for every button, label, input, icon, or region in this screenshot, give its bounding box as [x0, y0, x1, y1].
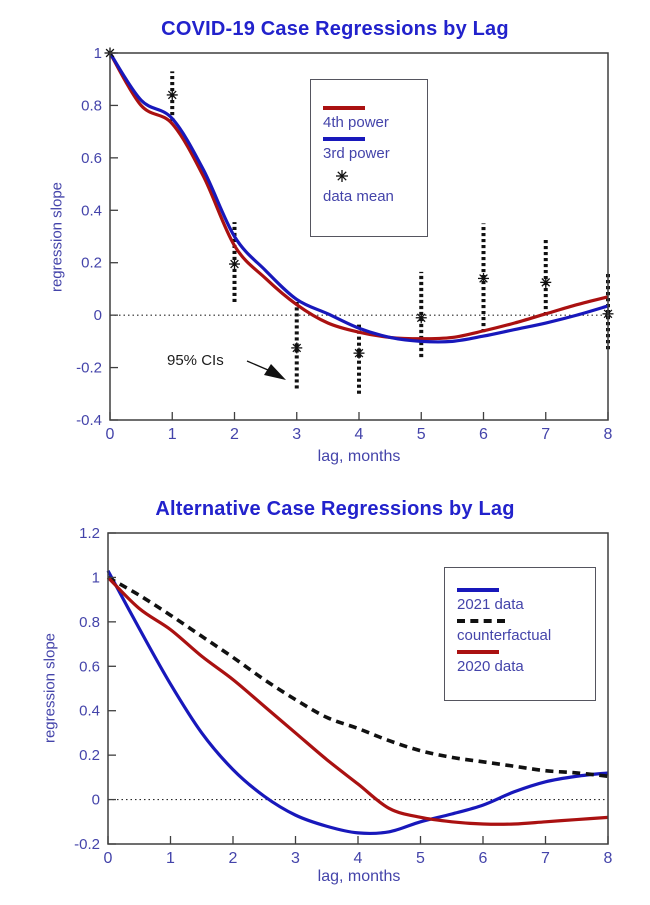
legend-entry-2021-data: 2021 data	[445, 587, 595, 619]
legend-entry-3rd-power: 3rd power	[311, 136, 427, 168]
chart1-legend: 4th power 3rd power data mean	[310, 79, 428, 237]
legend-label: counterfactual	[457, 626, 552, 644]
chart1-x-axis-label: lag, months	[317, 448, 401, 465]
series-line	[108, 52, 609, 341]
data-mean-asterisk	[229, 258, 240, 270]
x-tick-label: 2	[230, 426, 239, 443]
x-tick-label: 8	[604, 850, 613, 867]
y-tick-label: 0.2	[79, 747, 100, 764]
black-dashed-line-swatch	[457, 618, 505, 623]
alternative-regressions-chart: Alternative Case Regressions by Lag regr…	[0, 480, 650, 905]
data-mean-asterisk	[415, 312, 427, 324]
x-tick-label: 3	[291, 850, 300, 867]
x-tick-label: 7	[541, 850, 550, 867]
y-tick-label: -0.2	[76, 360, 102, 377]
legend-label: 2020 data	[457, 657, 524, 675]
x-tick-label: 7	[541, 426, 550, 443]
legend-label: 4th power	[323, 113, 389, 131]
x-tick-label: 1	[166, 850, 175, 867]
data-mean-asterisk	[353, 347, 365, 359]
series-line	[107, 575, 609, 779]
series-line	[106, 570, 609, 836]
x-tick-label: 4	[355, 426, 364, 443]
y-tick-label: -0.4	[76, 412, 102, 429]
blue-line-swatch	[323, 136, 365, 141]
y-tick-label: 0.6	[79, 658, 100, 675]
legend-entry-data-mean: data mean	[311, 168, 427, 211]
x-tick-label: 2	[229, 850, 238, 867]
legend-label: 2021 data	[457, 595, 524, 613]
legend-entry-counterfactual: counterfactual	[445, 618, 595, 650]
y-tick-label: 0.6	[81, 150, 102, 167]
blue-line-swatch	[457, 587, 499, 592]
y-tick-label: 0.4	[81, 202, 102, 219]
y-tick-label: 1.2	[79, 525, 100, 542]
legend-label: data mean	[323, 187, 394, 205]
x-tick-label: 6	[479, 850, 488, 867]
y-tick-label: 0.8	[79, 614, 100, 631]
data-mean-asterisk	[540, 276, 552, 288]
x-tick-label: 6	[479, 426, 488, 443]
y-tick-label: 1	[94, 45, 102, 62]
x-tick-label: 1	[168, 426, 177, 443]
chart2-x-axis-label: lag, months	[317, 868, 401, 885]
red-line-swatch	[457, 649, 499, 654]
x-tick-label: 0	[104, 850, 113, 867]
series-line	[108, 52, 609, 344]
red-line-swatch	[323, 105, 365, 110]
asterisk-marker-icon	[336, 169, 348, 182]
y-tick-label: 0	[92, 792, 100, 809]
chart2-legend: 2021 data counterfactual 2020 data	[444, 567, 596, 701]
legend-entry-4th-power: 4th power	[311, 105, 427, 137]
chart1-plot-area: 10.80.60.40.20-0.2-0.40 1 2 3 4 5 6 7 8	[76, 45, 614, 443]
ci-annotation-arrow	[246, 360, 286, 380]
y-tick-label: 1	[92, 569, 100, 586]
covid-regressions-chart: COVID-19 Case Regressions by Lag regress…	[49, 18, 614, 465]
chart2-plot-area: 1.210.80.60.40.20-0.20 1 2 3 4 5 6 7 8	[74, 525, 613, 867]
x-tick-label: 3	[292, 426, 301, 443]
y-tick-label: -0.2	[74, 836, 100, 853]
chart1-title: COVID-19 Case Regressions by Lag	[161, 18, 509, 40]
data-mean-asterisk	[166, 89, 178, 101]
data-mean-asterisk	[291, 342, 303, 354]
chart2-title: Alternative Case Regressions by Lag	[155, 498, 515, 520]
legend-entry-2020-data: 2020 data	[445, 649, 595, 681]
x-tick-label: 4	[354, 850, 363, 867]
series-line	[106, 576, 609, 826]
x-tick-label: 5	[417, 426, 426, 443]
y-tick-label: 0	[94, 307, 102, 324]
ci-annotation: 95% CIs	[167, 352, 224, 369]
x-tick-label: 0	[106, 426, 115, 443]
y-tick-label: 0.4	[79, 703, 100, 720]
x-tick-label: 8	[604, 426, 613, 443]
y-tick-label: 0.8	[81, 97, 102, 114]
legend-label: 3rd power	[323, 144, 390, 162]
x-tick-label: 5	[416, 850, 425, 867]
data-mean-asterisk	[478, 272, 489, 284]
y-tick-label: 0.2	[81, 255, 102, 272]
